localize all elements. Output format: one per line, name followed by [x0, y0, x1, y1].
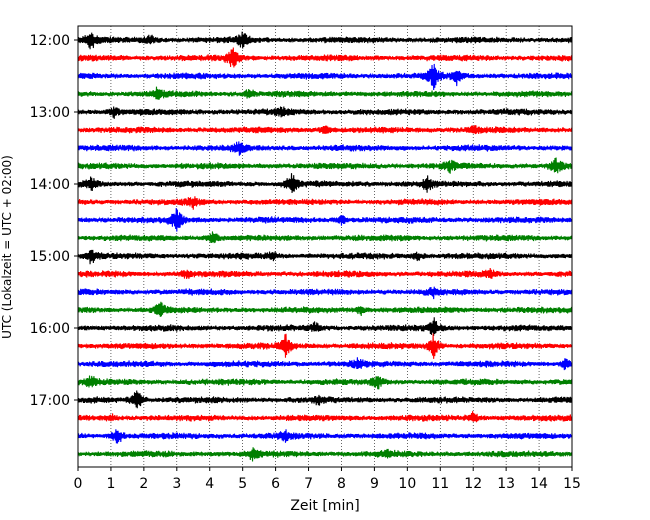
x-tick-label: 7 [304, 476, 313, 492]
trace-1200 [77, 31, 573, 50]
x-tick-label: 4 [205, 476, 214, 492]
trace-1345 [77, 157, 573, 174]
trace-1545 [77, 301, 573, 317]
trace-1330 [77, 141, 573, 156]
plot-frame [77, 25, 573, 468]
trace-1445 [77, 231, 573, 244]
x-tick-label: 3 [172, 476, 181, 492]
trace-1730 [77, 429, 573, 444]
trace-1500 [77, 249, 573, 265]
x-tick-label: 15 [563, 476, 581, 492]
y-axis-title: UTC (Lokalzeit = UTC + 02:00) [0, 155, 14, 339]
x-tick-label: 11 [431, 476, 449, 492]
x-tick-label: 10 [398, 476, 416, 492]
trace-1600 [77, 317, 573, 336]
trace-1615 [77, 333, 573, 359]
x-tick-label: 8 [337, 476, 346, 492]
x-axis-ticks: 0 1 2 3 4 5 6 7 8 9 10 11 12 13 14 15 [74, 467, 581, 492]
y-tick-label: 15:00 [30, 249, 70, 265]
x-tick-label: 6 [271, 476, 280, 492]
y-axis-ticks: 12:00 13:00 14:00 15:00 16:00 17:00 [30, 33, 78, 409]
x-tick-label: 14 [530, 476, 548, 492]
y-tick-label: 17:00 [30, 393, 70, 409]
y-tick-label: 12:00 [30, 33, 70, 49]
x-tick-label: 1 [106, 476, 115, 492]
trace-1745 [77, 447, 573, 462]
x-tick-label: 12 [464, 476, 482, 492]
x-tick-label: 0 [74, 476, 83, 492]
trace-1530 [77, 286, 573, 300]
trace-1430 [77, 207, 573, 232]
plot-background [78, 26, 572, 467]
x-tick-label: 13 [497, 476, 515, 492]
trace-1515 [77, 267, 573, 279]
seismogram-traces [77, 31, 573, 462]
trace-1315 [77, 125, 573, 135]
y-tick-label: 13:00 [30, 105, 70, 121]
trace-1630 [77, 357, 573, 371]
trace-1230 [77, 63, 573, 90]
trace-1400 [77, 173, 573, 193]
trace-1215 [77, 47, 573, 68]
x-axis-title: Zeit [min] [290, 498, 359, 514]
x-tick-label: 9 [370, 476, 379, 492]
trace-1715 [77, 411, 573, 423]
trace-1415 [77, 196, 573, 210]
y-tick-label: 14:00 [30, 177, 70, 193]
trace-1245 [77, 86, 573, 100]
trace-1300 [77, 106, 573, 119]
trace-1700 [77, 390, 573, 409]
x-tick-label: 5 [238, 476, 247, 492]
x-tick-label: 2 [139, 476, 148, 492]
trace-1645 [77, 375, 573, 390]
y-tick-label: 16:00 [30, 321, 70, 337]
